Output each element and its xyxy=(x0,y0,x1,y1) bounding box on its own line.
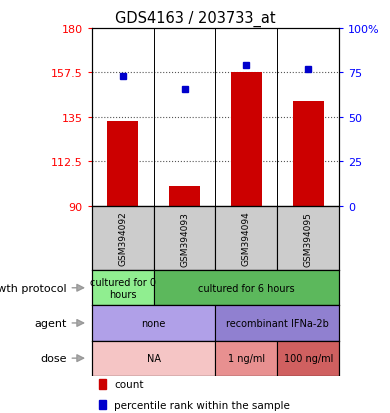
Bar xyxy=(107,122,138,206)
Text: GSM394095: GSM394095 xyxy=(304,211,313,266)
FancyBboxPatch shape xyxy=(216,206,277,271)
FancyBboxPatch shape xyxy=(277,206,339,271)
Bar xyxy=(169,187,200,206)
Text: count: count xyxy=(114,380,144,389)
FancyBboxPatch shape xyxy=(154,271,339,306)
FancyBboxPatch shape xyxy=(92,306,216,341)
Text: 1 ng/ml: 1 ng/ml xyxy=(228,353,265,363)
FancyBboxPatch shape xyxy=(92,271,154,306)
Text: 100 ng/ml: 100 ng/ml xyxy=(284,353,333,363)
Bar xyxy=(293,102,324,206)
FancyBboxPatch shape xyxy=(216,341,277,376)
Bar xyxy=(99,380,106,389)
Text: GSM394094: GSM394094 xyxy=(242,211,251,266)
Text: none: none xyxy=(141,318,166,328)
Bar xyxy=(231,73,262,206)
Text: growth protocol: growth protocol xyxy=(0,283,67,293)
FancyBboxPatch shape xyxy=(216,306,339,341)
Text: GSM394092: GSM394092 xyxy=(118,211,127,266)
FancyBboxPatch shape xyxy=(92,341,216,376)
Text: cultured for 0
hours: cultured for 0 hours xyxy=(90,277,156,299)
FancyBboxPatch shape xyxy=(92,206,154,271)
Text: dose: dose xyxy=(41,353,67,363)
Text: GSM394093: GSM394093 xyxy=(180,211,189,266)
Text: percentile rank within the sample: percentile rank within the sample xyxy=(114,400,290,410)
Text: cultured for 6 hours: cultured for 6 hours xyxy=(198,283,295,293)
Text: GDS4163 / 203733_at: GDS4163 / 203733_at xyxy=(115,10,275,26)
Text: recombinant IFNa-2b: recombinant IFNa-2b xyxy=(226,318,329,328)
FancyBboxPatch shape xyxy=(277,341,339,376)
Text: NA: NA xyxy=(147,353,161,363)
Bar xyxy=(99,400,106,409)
Text: agent: agent xyxy=(34,318,67,328)
FancyBboxPatch shape xyxy=(154,206,216,271)
